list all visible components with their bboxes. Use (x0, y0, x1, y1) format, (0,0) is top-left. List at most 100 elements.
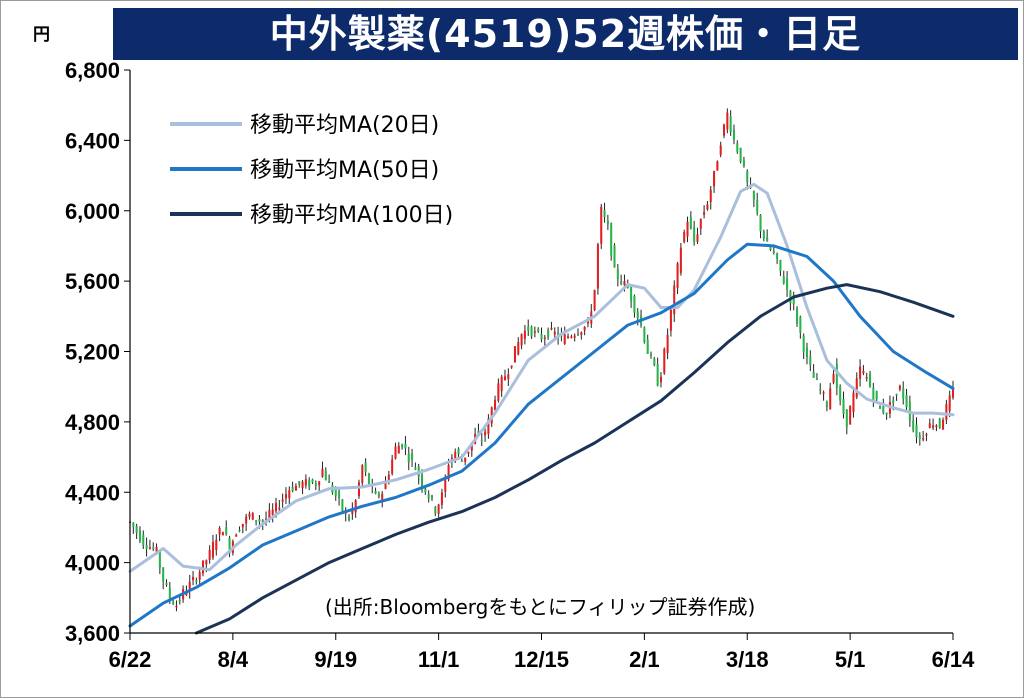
candle (865, 372, 868, 382)
candle-body (872, 387, 875, 401)
candle (281, 493, 284, 508)
candle-body (859, 366, 862, 380)
candle (467, 451, 470, 457)
candle-body (616, 269, 619, 280)
candle-body (354, 500, 357, 513)
candle-body (895, 393, 898, 396)
candle-body (238, 529, 241, 532)
candle-body (162, 567, 165, 582)
candle (902, 381, 905, 405)
candle (945, 399, 948, 424)
candle (411, 448, 414, 467)
legend-label-ma100: 移動平均MA(100日) (250, 203, 453, 228)
candle (659, 372, 662, 388)
candle-body (593, 290, 596, 311)
candle (696, 227, 699, 245)
candle-body (357, 482, 361, 497)
candle-body (729, 116, 732, 132)
candle (776, 252, 779, 264)
candle (175, 600, 178, 612)
candle (145, 537, 148, 557)
candle-body (649, 354, 653, 356)
candle-body (454, 451, 457, 462)
candle (676, 261, 679, 295)
candle-body (494, 399, 497, 410)
candle (809, 350, 812, 372)
candle (849, 405, 852, 425)
candle (132, 522, 135, 534)
candle-body (746, 171, 749, 182)
candle-body (898, 385, 901, 390)
candle (308, 477, 311, 491)
x-tick-label: 11/1 (418, 647, 460, 672)
candle (427, 490, 430, 503)
candle-body (523, 330, 526, 339)
candle (361, 464, 364, 486)
candle (255, 519, 258, 526)
candle (338, 488, 341, 506)
candle-body (912, 420, 915, 431)
candle-body (271, 509, 274, 516)
y-tick-label: 6,400 (65, 128, 120, 153)
candle-body (759, 214, 762, 232)
candle-body (304, 479, 307, 486)
candle (600, 204, 603, 249)
candle-body (281, 499, 284, 502)
candle (291, 481, 294, 493)
candle-body (447, 464, 450, 480)
candle-body (573, 335, 576, 338)
candle (912, 414, 915, 433)
candle (905, 388, 908, 413)
candle (812, 364, 815, 378)
candle (487, 414, 490, 439)
candle (882, 398, 885, 415)
candle-body (168, 587, 171, 599)
candle-body (470, 442, 473, 451)
ma50-line (128, 242, 955, 628)
candle (686, 216, 689, 243)
candle (341, 498, 344, 513)
candle (271, 503, 274, 523)
candle-body (945, 404, 948, 420)
candle (235, 533, 238, 537)
candle (693, 220, 696, 246)
candle-body (301, 481, 304, 489)
candle-body (653, 358, 656, 366)
candle (394, 442, 397, 460)
candle (228, 535, 231, 558)
candle (915, 417, 918, 444)
candle (951, 380, 955, 400)
candle-body (779, 260, 782, 272)
candle-body (845, 409, 848, 427)
candle-body (713, 171, 716, 187)
candle (736, 140, 739, 154)
candle (815, 373, 818, 381)
candle-body (235, 534, 238, 537)
candle-body (792, 294, 795, 305)
candle-body (510, 365, 513, 368)
candle-body (175, 605, 178, 608)
candle (397, 442, 400, 454)
candle-body (245, 516, 248, 524)
candle (782, 270, 785, 285)
candle-body (527, 326, 530, 331)
candle (616, 264, 619, 287)
candle-body (533, 331, 536, 333)
candle-body (703, 211, 706, 216)
candle-body (935, 425, 938, 427)
candle-body (427, 494, 430, 499)
candle (852, 386, 855, 418)
candle-body (553, 331, 556, 335)
candle (673, 280, 676, 322)
candle (722, 123, 726, 139)
candle (898, 384, 901, 392)
candle (537, 327, 540, 333)
candle (699, 218, 702, 235)
candle (620, 274, 623, 286)
candle (666, 328, 669, 360)
candle-body (192, 576, 195, 581)
candle (430, 494, 434, 501)
candle-body (676, 263, 679, 289)
candle (530, 325, 533, 339)
y-tick-label: 5,600 (65, 269, 120, 294)
